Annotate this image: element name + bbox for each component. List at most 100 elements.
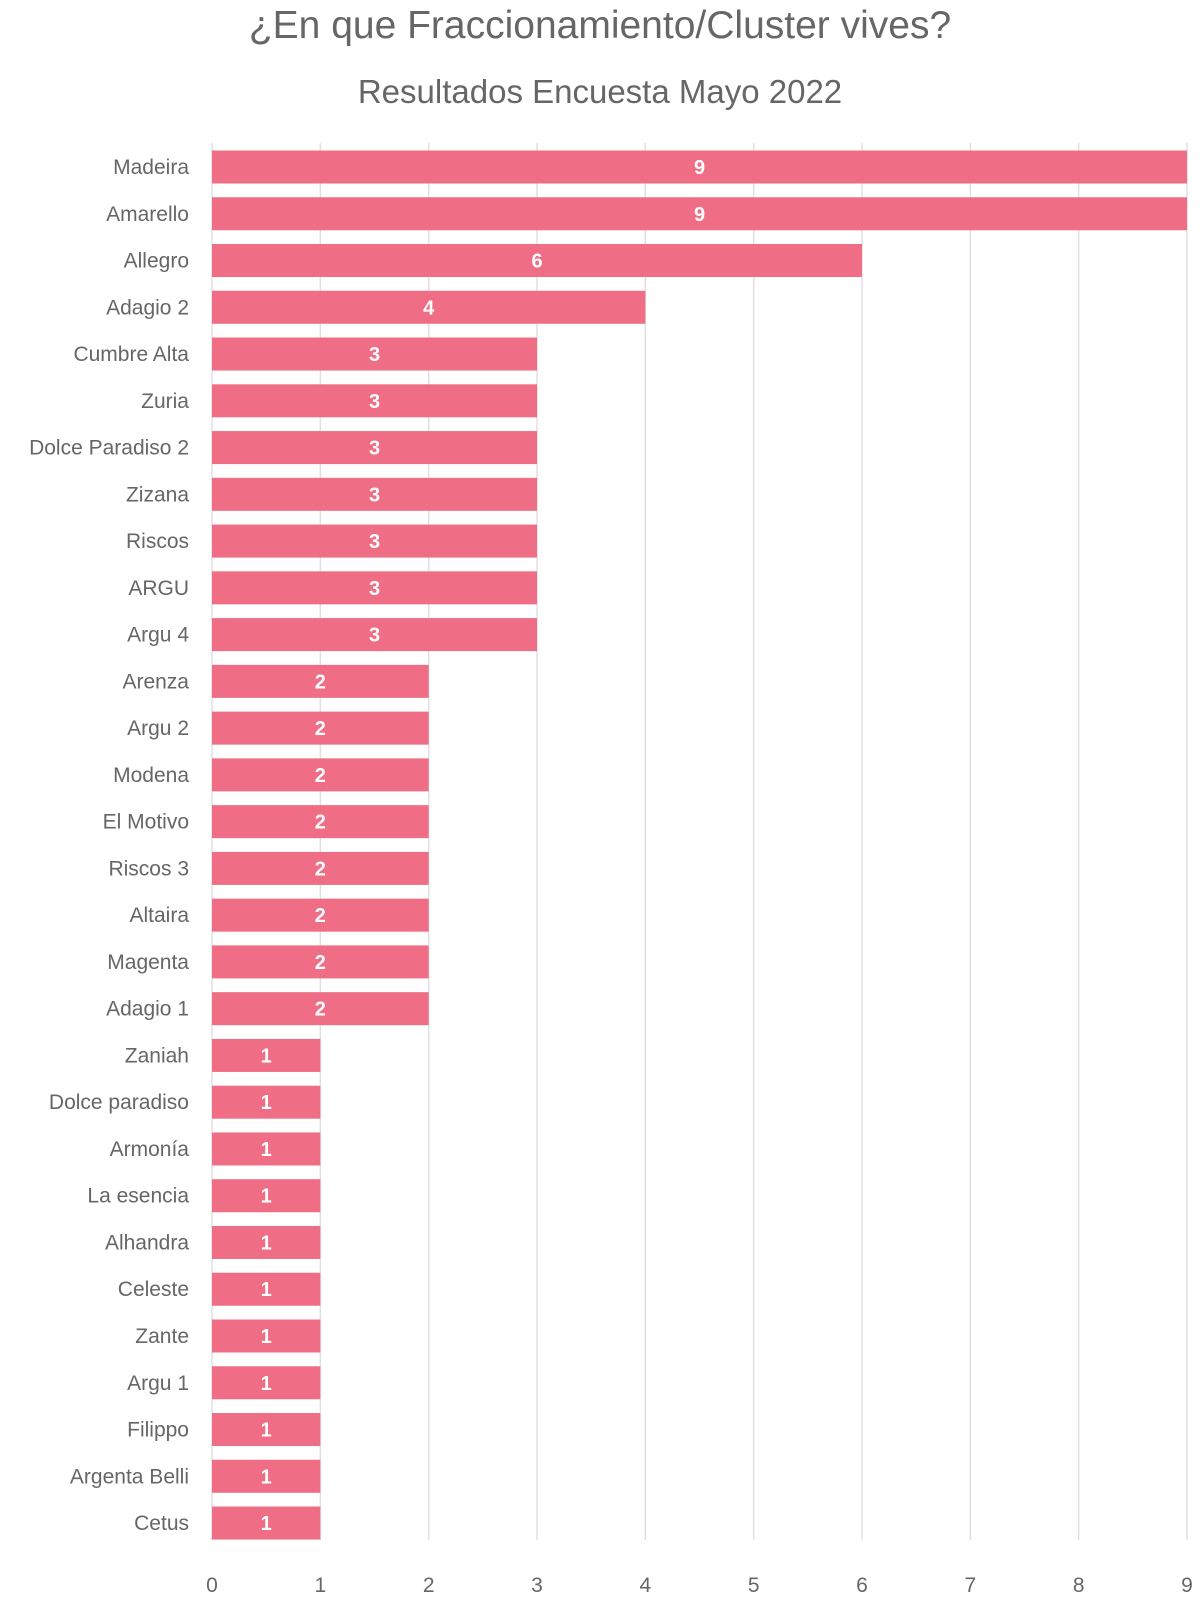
bar-21 bbox=[212, 1132, 321, 1166]
data-label-8: 3 bbox=[369, 531, 380, 553]
category-label-29: Cetus bbox=[134, 1512, 189, 1535]
category-label-4: Cumbre Alta bbox=[73, 343, 189, 366]
x-tick-label-1: 1 bbox=[314, 1574, 326, 1597]
bar-11 bbox=[212, 664, 429, 698]
data-label-24: 1 bbox=[261, 1279, 272, 1301]
bar-2 bbox=[212, 244, 862, 278]
bar-6 bbox=[212, 431, 537, 465]
bar-22 bbox=[212, 1179, 321, 1213]
data-label-3: 4 bbox=[423, 297, 435, 319]
data-label-17: 2 bbox=[315, 952, 326, 974]
data-label-22: 1 bbox=[261, 1186, 272, 1208]
grid-lines bbox=[211, 143, 1188, 1540]
bars bbox=[212, 150, 1187, 1540]
x-axis-ticks: 0 1 2 3 4 5 6 7 8 9 bbox=[206, 1574, 1193, 1597]
x-tick-label-9: 9 bbox=[1181, 1574, 1193, 1597]
data-label-29: 1 bbox=[261, 1513, 272, 1535]
data-label-5: 3 bbox=[369, 391, 380, 413]
data-label-18: 2 bbox=[315, 999, 326, 1021]
category-label-27: Filippo bbox=[127, 1419, 189, 1442]
x-tick-label-8: 8 bbox=[1073, 1574, 1085, 1597]
bar-1 bbox=[212, 197, 1187, 231]
category-label-3: Adagio 2 bbox=[106, 296, 189, 319]
data-label-16: 2 bbox=[315, 905, 326, 927]
x-tick-label-4: 4 bbox=[639, 1574, 651, 1597]
category-label-14: El Motivo bbox=[103, 811, 189, 834]
data-label-9: 3 bbox=[369, 578, 380, 600]
bar-8 bbox=[212, 524, 537, 558]
category-label-12: Argu 2 bbox=[127, 717, 189, 740]
x-tick-label-7: 7 bbox=[964, 1574, 976, 1597]
x-tick-label-6: 6 bbox=[856, 1574, 868, 1597]
category-label-28: Argenta Belli bbox=[70, 1465, 189, 1488]
data-label-20: 1 bbox=[261, 1092, 272, 1114]
bar-4 bbox=[212, 337, 537, 371]
x-tick-label-2: 2 bbox=[423, 1574, 435, 1597]
data-label-23: 1 bbox=[261, 1232, 272, 1254]
bar-23 bbox=[212, 1225, 321, 1259]
category-label-9: ARGU bbox=[128, 577, 189, 600]
bar-17 bbox=[212, 945, 429, 979]
data-label-19: 1 bbox=[261, 1045, 272, 1067]
data-label-6: 3 bbox=[369, 438, 380, 460]
bar-10 bbox=[212, 618, 537, 652]
category-label-15: Riscos 3 bbox=[108, 857, 189, 880]
category-label-8: Riscos bbox=[126, 530, 189, 553]
bar-19 bbox=[212, 1038, 321, 1072]
chart-subtitle: Resultados Encuesta Mayo 2022 bbox=[358, 73, 842, 110]
category-label-1: Amarello bbox=[106, 203, 189, 226]
chart-title: ¿En que Fraccionamiento/Cluster vives? bbox=[249, 4, 951, 47]
category-label-21: Armonía bbox=[110, 1138, 190, 1161]
category-label-17: Magenta bbox=[107, 951, 189, 974]
bar-20 bbox=[212, 1085, 321, 1119]
bar-12 bbox=[212, 711, 429, 745]
data-label-11: 2 bbox=[315, 671, 326, 693]
x-tick-label-3: 3 bbox=[531, 1574, 543, 1597]
data-label-0: 9 bbox=[694, 157, 705, 179]
bar-26 bbox=[212, 1366, 321, 1400]
category-label-6: Dolce Paradiso 2 bbox=[29, 437, 189, 460]
bar-16 bbox=[212, 898, 429, 932]
category-label-2: Allegro bbox=[124, 250, 189, 273]
category-label-10: Argu 4 bbox=[127, 624, 189, 647]
bar-3 bbox=[212, 290, 646, 324]
bar-25 bbox=[212, 1319, 321, 1353]
category-label-26: Argu 1 bbox=[127, 1372, 189, 1395]
category-label-19: Zaniah bbox=[125, 1044, 189, 1067]
bar-15 bbox=[212, 851, 429, 885]
category-label-23: Alhandra bbox=[105, 1231, 189, 1254]
data-label-14: 2 bbox=[315, 812, 326, 834]
category-label-24: Celeste bbox=[118, 1278, 189, 1301]
x-tick-label-5: 5 bbox=[748, 1574, 760, 1597]
category-label-22: La esencia bbox=[87, 1185, 189, 1208]
bar-14 bbox=[212, 805, 429, 839]
data-label-10: 3 bbox=[369, 625, 380, 647]
category-label-16: Altaira bbox=[129, 904, 189, 927]
bar-24 bbox=[212, 1272, 321, 1306]
category-label-20: Dolce paradiso bbox=[49, 1091, 189, 1114]
data-label-13: 2 bbox=[315, 765, 326, 787]
data-label-2: 6 bbox=[531, 251, 542, 273]
bar-0 bbox=[212, 150, 1187, 184]
category-label-25: Zante bbox=[135, 1325, 189, 1348]
category-label-7: Zizana bbox=[126, 483, 189, 506]
bar-7 bbox=[212, 477, 537, 511]
category-label-11: Arenza bbox=[122, 670, 189, 693]
data-label-15: 2 bbox=[315, 858, 326, 880]
data-label-7: 3 bbox=[369, 484, 380, 506]
bar-29 bbox=[212, 1506, 321, 1540]
bar-9 bbox=[212, 571, 537, 605]
data-label-12: 2 bbox=[315, 718, 326, 740]
bar-28 bbox=[212, 1459, 321, 1493]
data-labels: 9 9 6 4 3 3 3 3 3 3 3 2 2 2 2 2 2 2 2 1 1 1 1 1 1 1 1 1 1 1 bbox=[261, 157, 705, 1535]
data-label-1: 9 bbox=[694, 204, 705, 226]
x-tick-label-0: 0 bbox=[206, 1574, 218, 1597]
category-label-0: Madeira bbox=[113, 156, 189, 179]
bar-13 bbox=[212, 758, 429, 792]
bar-27 bbox=[212, 1413, 321, 1447]
bar-5 bbox=[212, 384, 537, 418]
data-label-4: 3 bbox=[369, 344, 380, 366]
data-label-21: 1 bbox=[261, 1139, 272, 1161]
data-label-25: 1 bbox=[261, 1326, 272, 1348]
